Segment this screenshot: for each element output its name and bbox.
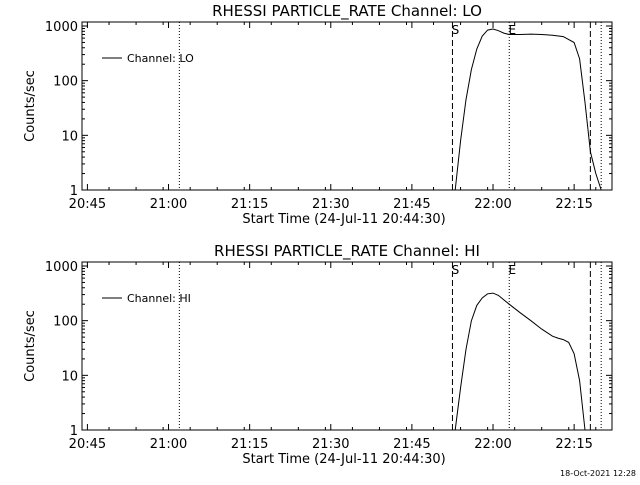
y-tick-label: 100 xyxy=(53,315,78,330)
x-axis-label: Start Time (24-Jul-11 20:44:30) xyxy=(242,212,445,227)
x-tick-label: 21:00 xyxy=(150,197,187,212)
x-axis-label: Start Time (24-Jul-11 20:44:30) xyxy=(242,452,445,467)
x-tick-label: 21:15 xyxy=(231,197,268,212)
y-tick-label: 1 xyxy=(70,424,78,439)
plot-frame xyxy=(81,21,613,191)
x-tick-label: 20:45 xyxy=(69,197,106,212)
y-axis-label: Counts/sec xyxy=(23,310,38,382)
x-tick-label: 22:15 xyxy=(555,197,592,212)
chart-title: RHESSI PARTICLE_RATE Channel: LO xyxy=(212,2,482,21)
marker-label: S xyxy=(452,263,460,277)
marker-label: E xyxy=(508,23,516,37)
x-tick-label: 21:00 xyxy=(150,437,187,452)
y-tick-label: 10 xyxy=(61,369,78,384)
plot-frame xyxy=(81,261,613,431)
series-line xyxy=(454,292,586,431)
legend-entry: Channel: HI xyxy=(127,292,191,305)
x-tick-label: 22:00 xyxy=(474,197,511,212)
y-tick-label: 1 xyxy=(70,184,78,199)
x-tick-label: 21:30 xyxy=(312,437,349,452)
x-tick-label: 21:15 xyxy=(231,437,268,452)
x-tick-label: 21:45 xyxy=(393,437,430,452)
marker-label: S xyxy=(452,23,460,37)
y-axis-label: Counts/sec xyxy=(23,70,38,142)
x-tick-label: 21:30 xyxy=(312,197,349,212)
chart-panel-1: RHESSI PARTICLE_RATE Channel: LO 20:45 21:… xyxy=(23,2,613,227)
x-tick-label: 22:00 xyxy=(474,437,511,452)
legend-entry: Channel: LO xyxy=(127,52,194,65)
marker-label: E xyxy=(508,263,516,277)
x-tick-label: 22:15 xyxy=(555,437,592,452)
series-line xyxy=(454,28,602,191)
y-tick-label: 100 xyxy=(53,75,78,90)
footer-timestamp: 18-Oct-2021 12:28 xyxy=(560,469,636,478)
chart-panel-2: RHESSI PARTICLE_RATE Channel: HI 20:45 21:… xyxy=(23,242,613,467)
y-tick-label: 10 xyxy=(61,129,78,144)
y-tick-label: 1000 xyxy=(45,20,78,35)
chart-title: RHESSI PARTICLE_RATE Channel: HI xyxy=(214,242,480,261)
x-tick-label: 21:45 xyxy=(393,197,430,212)
x-tick-label: 20:45 xyxy=(69,437,106,452)
y-tick-label: 1000 xyxy=(45,260,78,275)
